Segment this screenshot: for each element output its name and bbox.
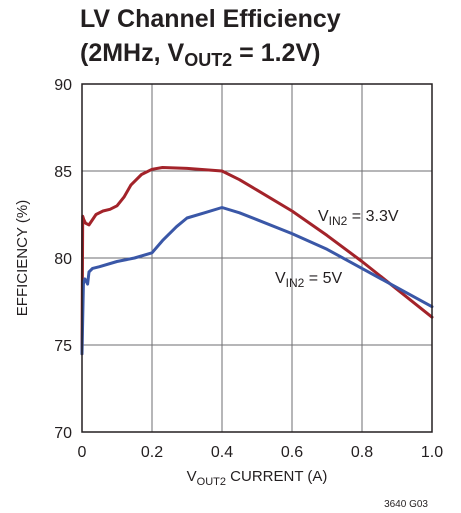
chart-title-subscript: OUT2 [184,50,232,70]
series-label-3v3-main: V [318,208,329,225]
series-line-vin2-3v3 [80,166,434,356]
x-tick-label: 0.8 [351,444,373,461]
series-lines [80,166,434,356]
series-label-5v-main: V [275,270,286,287]
y-tick-labels: 90 85 80 75 70 [54,77,72,442]
y-axis-label: EFFICIENCY (%) [14,200,31,316]
series-label-vin2-3v3: VIN2 = 3.3V [318,208,399,228]
figure-code: 3640 G03 [384,499,428,510]
y-tick-label: 85 [54,164,72,181]
y-tick-label: 70 [54,425,72,442]
chart-title-prefix: (2MHz, V [80,39,185,67]
x-tick-label: 0 [78,444,87,461]
x-axis-label: VOUT2 CURRENT (A) [187,468,328,488]
chart-title-line1: LV Channel Efficiency [80,5,341,33]
x-axis-label-subscript: OUT2 [197,476,226,488]
y-tick-label: 80 [54,251,72,268]
y-tick-label: 90 [54,77,72,94]
y-tick-label: 75 [54,338,72,355]
x-axis-label-rest: CURRENT (A) [226,468,327,485]
series-label-5v-rest: = 5V [304,270,342,287]
series-label-3v3-rest: = 3.3V [347,208,398,225]
chart-title-line2: (2MHz, VOUT2 = 1.2V) [80,39,320,70]
series-label-vin2-5v: VIN2 = 5V [275,270,342,290]
chart-title-suffix: = 1.2V) [232,39,320,67]
series-label-5v-subscript: IN2 [286,276,305,290]
x-tick-label: 1.0 [421,444,443,461]
x-tick-label: 0.4 [211,444,233,461]
series-label-3v3-subscript: IN2 [329,214,348,228]
x-tick-label: 0.6 [281,444,303,461]
x-axis-label-main: V [187,468,197,485]
x-tick-label: 0.2 [141,444,163,461]
plot-frame [81,83,433,433]
x-tick-labels: 0 0.2 0.4 0.6 0.8 1.0 [78,444,444,461]
series-line-vin2-5v [80,206,434,356]
